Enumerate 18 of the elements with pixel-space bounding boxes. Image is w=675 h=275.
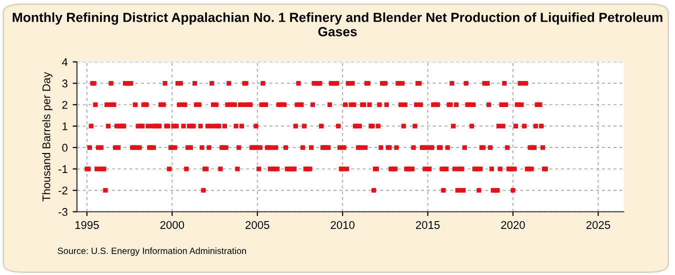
y-tick-label: -3 xyxy=(58,208,68,216)
x-tick-label: 1995 xyxy=(75,221,99,229)
x-tick-label: 2005 xyxy=(246,221,270,229)
chart-title: Monthly Refining District Appalachian No. 1 Refinery and Blender Net Production of Liquified Petroleum Gases xyxy=(12,12,662,36)
y-tick-label: 1 xyxy=(62,122,68,130)
x-tick-label: 2025 xyxy=(586,221,610,229)
y-tick-label: 0 xyxy=(62,144,68,152)
y-tick-label: -2 xyxy=(58,186,68,194)
y-axis-title: Thousand Barrels per Day xyxy=(42,72,52,202)
x-tick-label: 2020 xyxy=(501,221,525,229)
x-tick-label: 2010 xyxy=(330,221,355,229)
y-tick-label: 4 xyxy=(62,58,68,66)
y-tick-label: 2 xyxy=(62,100,68,109)
source-note: Source: U.S. Energy Information Administration xyxy=(58,247,246,256)
y-tick-label: 3 xyxy=(62,80,68,88)
y-tick-label: -1 xyxy=(58,165,68,173)
x-tick-label: 2015 xyxy=(416,221,440,229)
x-tick-label: 2000 xyxy=(160,221,184,229)
